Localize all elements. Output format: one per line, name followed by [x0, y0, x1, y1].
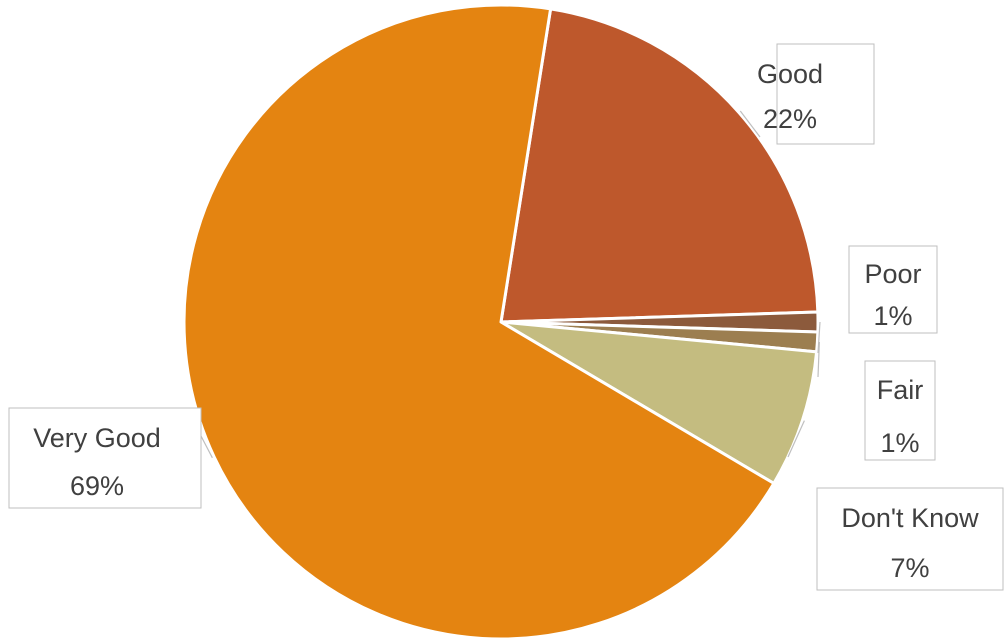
data-label-fair: Fair 1%: [864, 360, 936, 461]
data-label-box: [816, 487, 1004, 591]
data-label-very-good: Very Good 69%: [8, 407, 202, 509]
pie-slice-don-t-know: [499, 320, 819, 485]
data-labels: Good 22% Poor 1% Fair 1% Don't Know 7% Very Good…: [8, 43, 1004, 591]
slice-name-label: Poor: [864, 259, 921, 289]
slice-name-label: Good: [757, 59, 823, 89]
data-label-good: Good 22%: [757, 43, 875, 145]
data-label-box: [8, 407, 202, 509]
slice-percent-label: 22%: [763, 104, 817, 134]
slice-percent-label: 69%: [70, 471, 124, 501]
slice-name-label: Don't Know: [841, 503, 979, 533]
data-label-poor: Poor 1%: [848, 245, 938, 334]
data-label-don-t-know: Don't Know 7%: [816, 487, 1004, 591]
slice-percent-label: 1%: [880, 428, 919, 458]
data-label-box: [864, 360, 936, 461]
leader-line-don-t-know: [787, 420, 805, 458]
leader-line-fair: [817, 342, 820, 378]
data-label-box: [848, 245, 938, 334]
data-label-box: [776, 43, 875, 145]
pie-slice-very-good: [182, 3, 776, 641]
leader-line-poor: [817, 321, 821, 354]
leader-line-very-good: [200, 435, 213, 459]
slice-name-label: Fair: [877, 375, 924, 405]
slice-percent-label: 1%: [873, 301, 912, 331]
slice-name-label: Very Good: [33, 423, 161, 453]
pie-slices: [182, 3, 820, 641]
pie-slice-good: [499, 7, 820, 324]
slice-percent-label: 7%: [890, 553, 929, 583]
leader-lines: [200, 110, 821, 459]
leader-line-good: [739, 110, 761, 138]
